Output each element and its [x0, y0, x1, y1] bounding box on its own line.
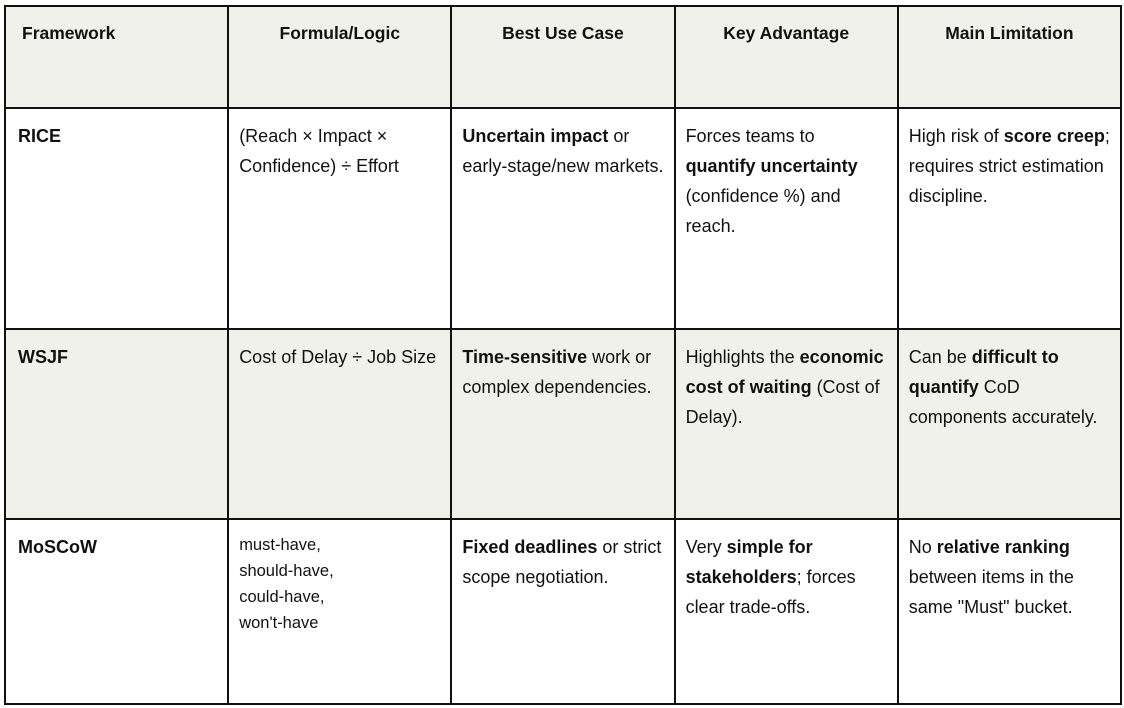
cell-use-case: Uncertain impact or early-stage/new mark…	[450, 107, 676, 330]
cell-formula: (Reach × Impact × Confidence) ÷ Effort	[227, 107, 453, 330]
cell-limitation: Can be difficult to quantify CoD compone…	[896, 328, 1123, 520]
header-formula: Formula/Logic	[227, 5, 453, 109]
framework-name: WSJF	[3, 328, 230, 520]
text: (confidence %) and reach.	[685, 186, 841, 236]
bold-text: relative ranking	[936, 537, 1070, 557]
text: or strict scope negotiation.	[462, 537, 662, 587]
text: (Reach × Impact × Confidence) ÷ Effort	[239, 126, 399, 176]
table-row: WSJF Cost of Delay ÷ Job Size Time-sensiti…	[3, 328, 1123, 520]
text: CoD components accurately.	[908, 377, 1098, 427]
cell-advantage: Highlights the economic cost of waiting …	[673, 328, 899, 520]
table-row: RICE (Reach × Impact × Confidence) ÷ Effo…	[3, 107, 1123, 330]
table-row: MoSCoW must-have, should-have, could-have, w…	[3, 518, 1123, 705]
cell-formula: must-have, should-have, could-have, won't-h…	[227, 518, 453, 705]
text: ; requires strict estimation discipline.	[908, 126, 1110, 206]
bold-text: Fixed deadlines	[462, 537, 598, 557]
bold-text: Time-sensitive	[462, 347, 588, 367]
bold-text: difficult to quantify	[908, 347, 1059, 397]
header-row: Framework Formula/Logic Best Use Case Ke…	[3, 5, 1123, 109]
bold-text: quantify uncertainty	[685, 156, 858, 176]
cell-limitation: No relative ranking between items in the…	[896, 518, 1123, 705]
framework-name: RICE	[3, 107, 230, 330]
framework-name: MoSCoW	[3, 518, 230, 705]
text: or early-stage/new markets.	[462, 126, 664, 176]
text: must-have,	[239, 536, 321, 554]
cell-formula: Cost of Delay ÷ Job Size	[227, 328, 453, 520]
cell-advantage: Forces teams to quantify uncertainty (co…	[673, 107, 899, 330]
bold-text: simple for stakeholders	[685, 537, 813, 587]
text: could-have,	[239, 588, 325, 606]
text: Very	[685, 537, 727, 557]
text: Forces teams to	[685, 126, 815, 146]
text: Cost of Delay ÷ Job Size	[239, 347, 437, 367]
text: should-have,	[239, 562, 334, 580]
text: Can be	[908, 347, 972, 367]
text: Highlights the	[685, 347, 800, 367]
text: High risk of	[908, 126, 1004, 146]
header-use-case: Best Use Case	[450, 5, 676, 109]
text: ; forces clear trade-offs.	[685, 567, 856, 617]
text: (Cost of Delay).	[685, 377, 880, 427]
header-framework: Framework	[3, 5, 230, 109]
cell-use-case: Time-sensitive work or complex dependenc…	[450, 328, 676, 520]
text: work or complex dependencies.	[462, 347, 652, 397]
bold-text: economic cost of waiting	[685, 347, 884, 397]
bold-text: score creep	[1003, 126, 1105, 146]
cell-use-case: Fixed deadlines or strict scope negotiat…	[450, 518, 676, 705]
cell-limitation: High risk of score creep; requires stric…	[896, 107, 1123, 330]
text: won't-have	[239, 614, 319, 632]
text: No	[908, 537, 937, 557]
header-advantage: Key Advantage	[673, 5, 899, 109]
cell-advantage: Very simple for stakeholders; forces cle…	[673, 518, 899, 705]
bold-text: Uncertain impact	[462, 126, 609, 146]
header-limitation: Main Limitation	[896, 5, 1123, 109]
framework-comparison-table: Framework Formula/Logic Best Use Case Ke…	[3, 5, 1123, 705]
text: between items in the same "Must" bucket.	[908, 567, 1074, 617]
